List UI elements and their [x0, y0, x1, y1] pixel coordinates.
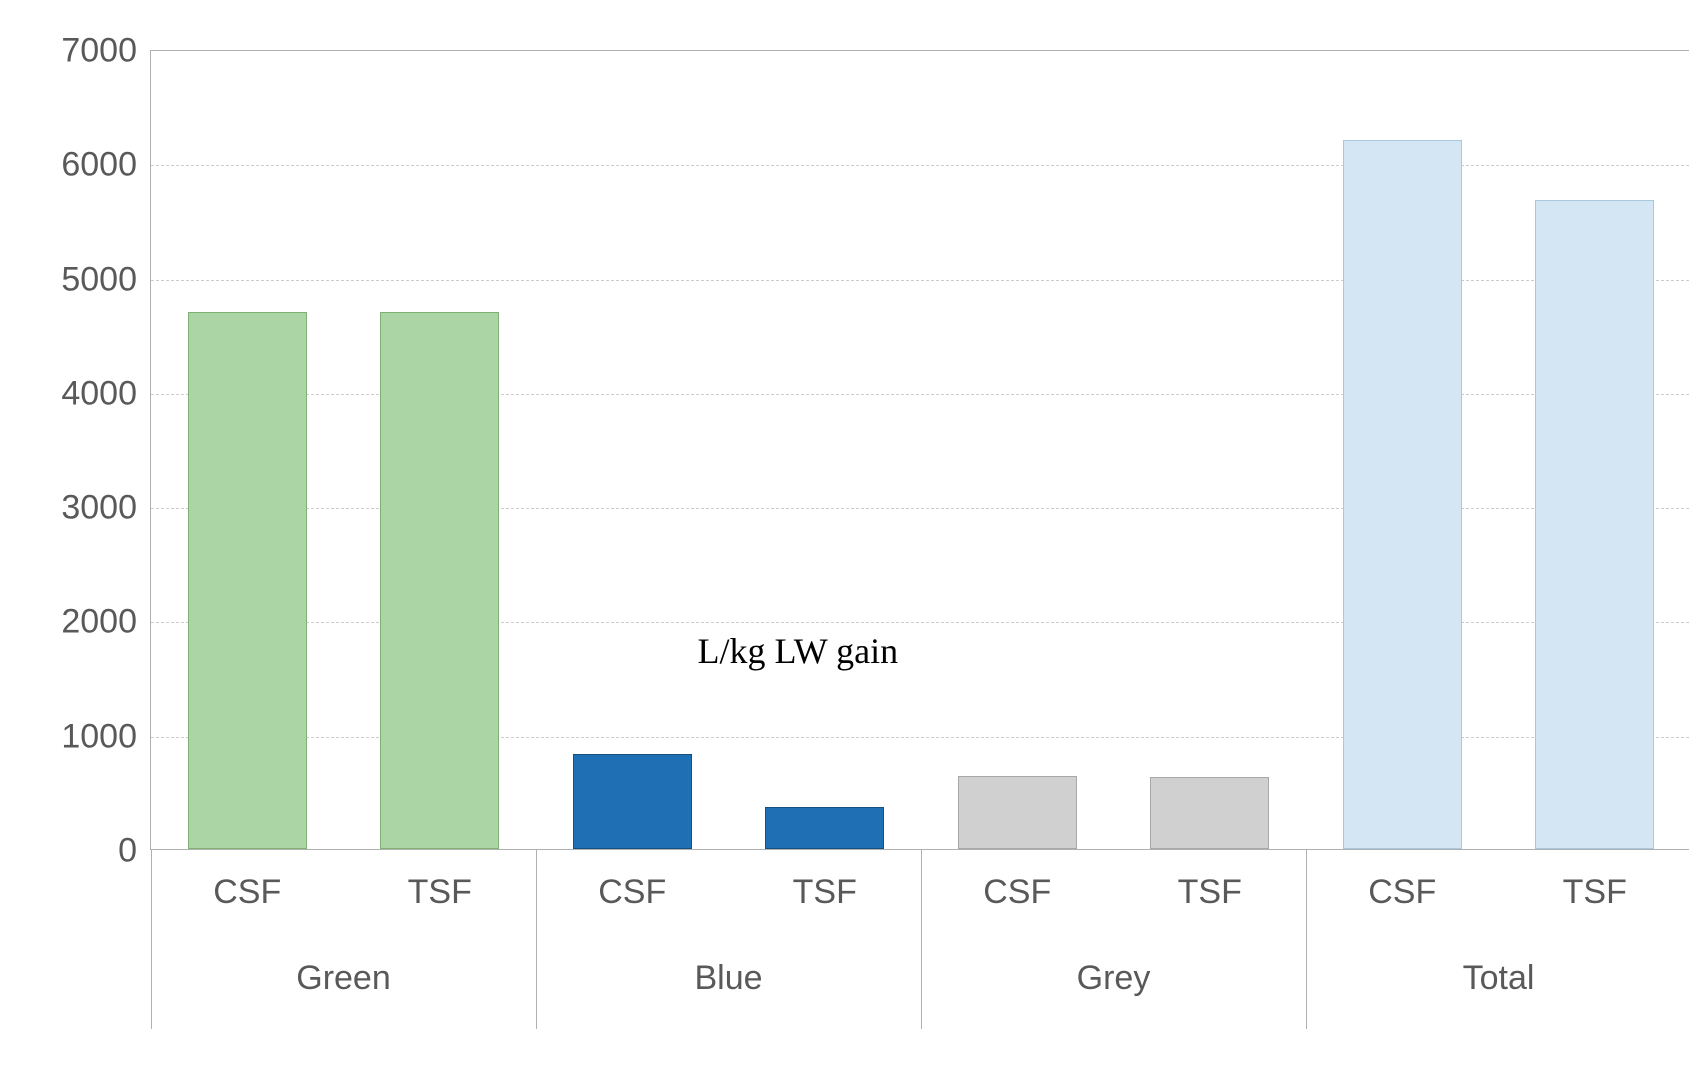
y-tick-label: 3000: [61, 489, 137, 528]
group-label: Total: [1463, 959, 1535, 998]
group-divider: [151, 849, 152, 1029]
y-tick-label: 0: [118, 832, 137, 871]
bar-sub-label: TSF: [1178, 873, 1242, 912]
y-tick-label: 2000: [61, 603, 137, 642]
group-divider: [536, 849, 537, 1029]
y-tick-label: 4000: [61, 374, 137, 413]
group-label: Grey: [1077, 959, 1151, 998]
bar-sub-label: CSF: [1368, 873, 1436, 912]
bar: [380, 312, 499, 849]
bar-sub-label: TSF: [1563, 873, 1627, 912]
group-divider: [921, 849, 922, 1029]
y-tick-label: 7000: [61, 32, 137, 71]
bar-sub-label: CSF: [598, 873, 666, 912]
bar-sub-label: TSF: [408, 873, 472, 912]
group-label: Green: [296, 959, 391, 998]
bar: [573, 754, 692, 849]
chart-annotation: L/kg LW gain: [697, 630, 898, 672]
bar: [1535, 200, 1654, 849]
bar-sub-label: TSF: [793, 873, 857, 912]
bar: [958, 776, 1077, 849]
plot-area: 01000200030004000500060007000CSFTSFGreen…: [150, 50, 1689, 850]
group-label: Blue: [694, 959, 762, 998]
bar-sub-label: CSF: [213, 873, 281, 912]
y-tick-label: 1000: [61, 717, 137, 756]
bar-sub-label: CSF: [983, 873, 1051, 912]
group-divider: [1306, 849, 1307, 1029]
y-tick-label: 6000: [61, 146, 137, 185]
y-tick-label: 5000: [61, 260, 137, 299]
bar: [188, 312, 307, 849]
bar: [1150, 777, 1269, 849]
chart-container: 0 1000 2000 3000 4000 5000 6000 7000 CSF TSF Green…: [20, 20, 1689, 1066]
bar: [765, 807, 884, 849]
bar: [1343, 140, 1462, 849]
